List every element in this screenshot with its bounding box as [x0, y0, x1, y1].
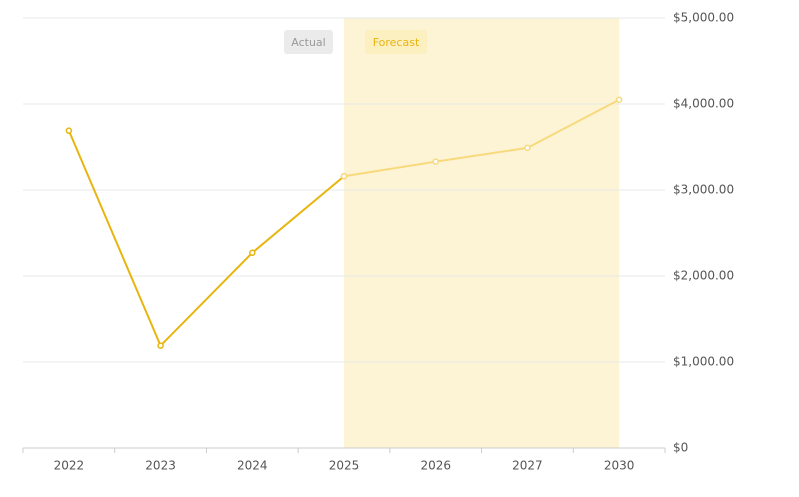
x-tick-label: 2030: [604, 459, 635, 473]
point: [157, 342, 164, 349]
x-tick-label: 2024: [237, 459, 268, 473]
y-tick-label: $3,000.00: [673, 183, 734, 197]
line-series: [343, 98, 620, 178]
x-tick-label: 2025: [329, 459, 360, 473]
point: [432, 158, 439, 165]
legend-label: Forecast: [373, 36, 420, 49]
point: [615, 96, 623, 103]
legend-item: Actual: [284, 30, 333, 54]
line-series: [67, 130, 345, 348]
forecast-region: [344, 18, 620, 448]
point: [524, 144, 531, 152]
x-tick-label: 2022: [54, 459, 85, 473]
y-tick-label: $2,000.00: [673, 269, 734, 283]
legend-label: Actual: [291, 36, 325, 49]
legend-item: Forecast: [365, 30, 427, 54]
y-tick-label: $4,000.00: [673, 97, 734, 111]
y-tick-label: $1,000.00: [673, 355, 734, 369]
x-tick-label: 2027: [512, 459, 543, 473]
x-tick-label: 2023: [145, 459, 176, 473]
point: [249, 249, 256, 257]
point: [65, 127, 73, 134]
y-tick-label: $5,000.00: [673, 11, 734, 25]
point: [340, 172, 348, 180]
legend-box: [365, 30, 427, 54]
y-tick-label: $0: [673, 441, 688, 455]
legend-box: [284, 30, 333, 54]
x-tick-label: 2026: [420, 459, 451, 473]
